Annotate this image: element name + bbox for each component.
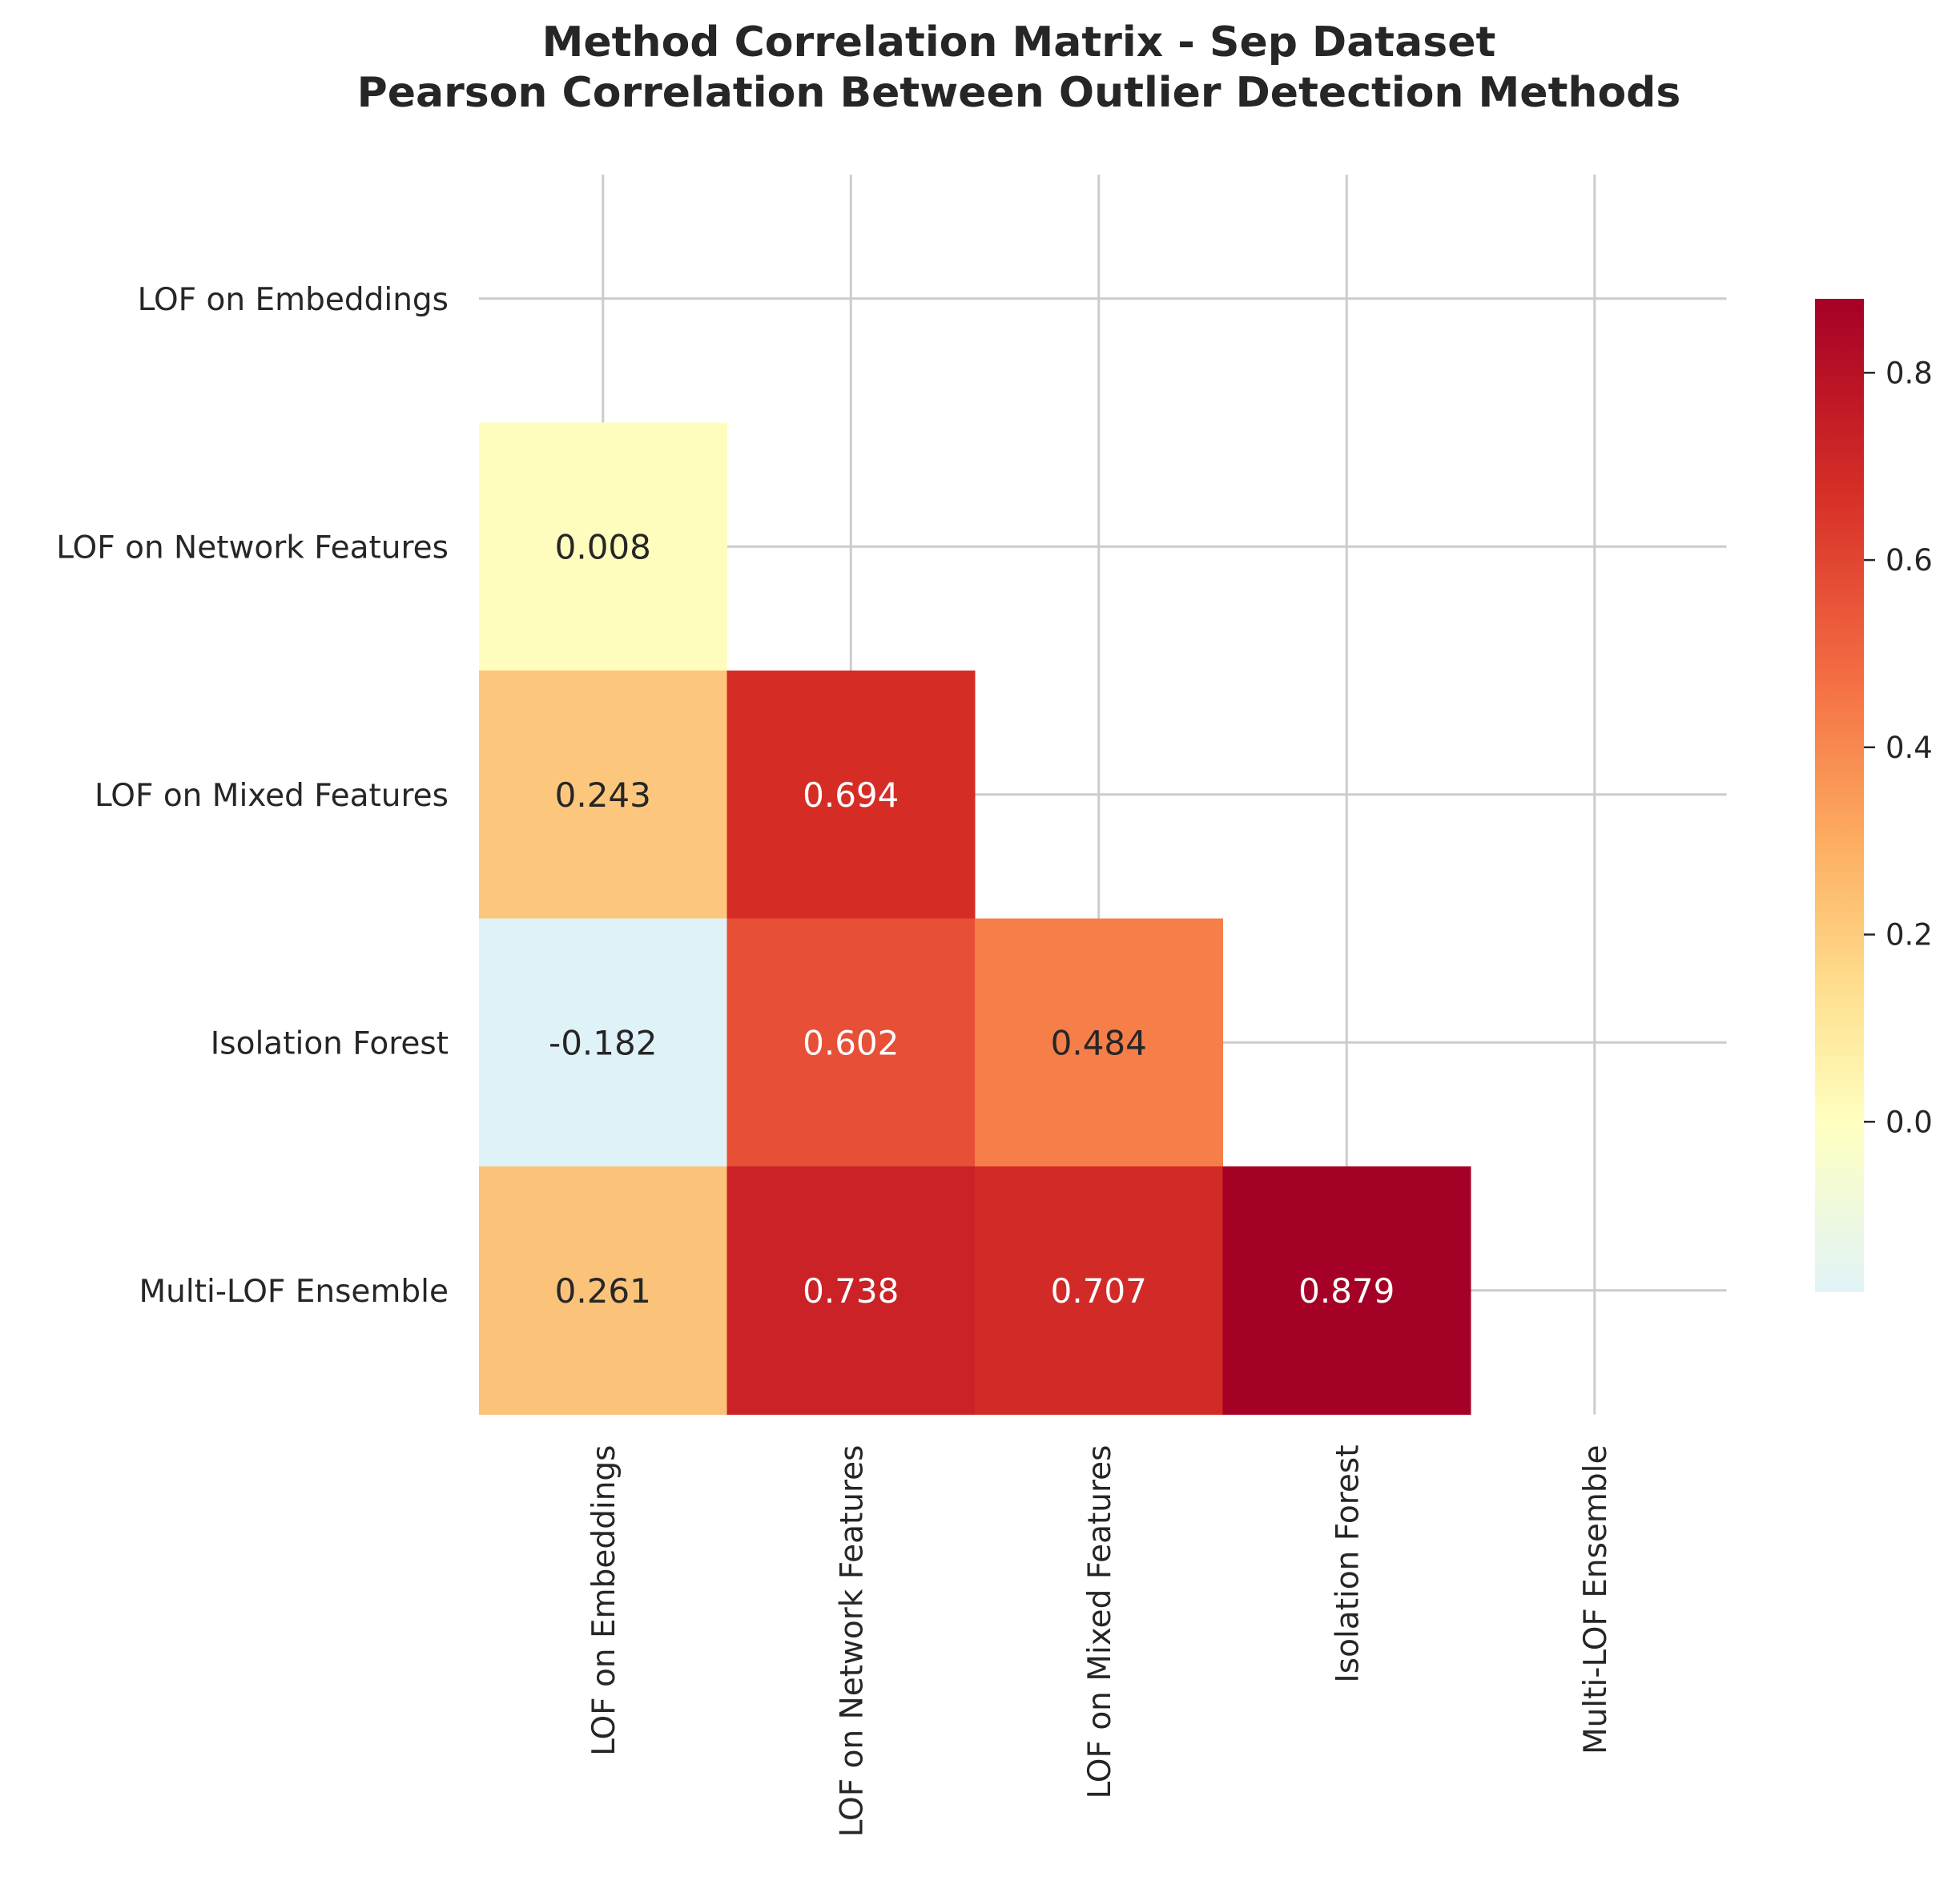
x-tick-label: Isolation Forest	[1330, 1445, 1366, 1683]
colorbar-tick-label: 0.2	[1886, 918, 1933, 953]
heatmap-cell-label: 0.879	[1298, 1271, 1395, 1311]
heatmap-cell	[726, 918, 976, 1167]
y-tick-label: LOF on Network Features	[56, 530, 449, 566]
heatmap-cell	[479, 918, 727, 1167]
heatmap-cells	[479, 422, 1471, 1415]
heatmap-cell	[479, 1166, 727, 1415]
heatmap-cell-label: 0.261	[555, 1271, 651, 1311]
heatmap-cell	[479, 671, 727, 919]
heatmap-cell-label: 0.738	[803, 1271, 899, 1311]
heatmap-cell	[726, 1166, 976, 1415]
x-tick-label: LOF on Network Features	[834, 1445, 870, 1838]
heatmap-cell	[1222, 1166, 1471, 1415]
heatmap-cell-label: -0.182	[549, 1023, 657, 1062]
colorbar-ticks: 0.0 0.2 0.4 0.6 0.8	[1864, 356, 1933, 1139]
x-tick-label: LOF on Embeddings	[586, 1445, 622, 1756]
y-tick-label: LOF on Mixed Features	[95, 778, 449, 814]
y-tick-label: Multi-LOF Ensemble	[139, 1274, 449, 1310]
x-axis-tick-labels: LOF on Embeddings LOF on Network Features…	[586, 1445, 1614, 1838]
x-tick-label: Multi-LOF Ensemble	[1578, 1445, 1614, 1755]
chart-subtitle: Pearson Correlation Between Outlier Dete…	[357, 69, 1681, 117]
heatmap-cell-label: 0.008	[555, 527, 651, 566]
colorbar-tick-label: 0.4	[1886, 731, 1933, 765]
heatmap-cell-label: 0.694	[803, 775, 899, 815]
heatmap-cell-labels: 0.008 0.243 0.694 -0.182 0.602 0.484 0.261 0.73…	[549, 527, 1395, 1311]
heatmap-cell-label: 0.243	[555, 775, 651, 815]
heatmap-cell	[726, 671, 976, 919]
y-axis-tick-labels: LOF on Embeddings LOF on Network Features…	[56, 282, 449, 1310]
colorbar-tick-label: 0.8	[1886, 356, 1933, 390]
y-tick-label: LOF on Embeddings	[138, 282, 449, 318]
heatmap-cell	[975, 918, 1223, 1167]
heatmap-cell	[975, 1166, 1223, 1415]
heatmap-cell	[479, 422, 727, 671]
colorbar-tick-label: 0.6	[1886, 543, 1933, 578]
y-tick-label: Isolation Forest	[211, 1025, 449, 1061]
chart-title: Method Correlation Matrix - Sep Dataset	[542, 18, 1496, 66]
heatmap-cell-label: 0.602	[803, 1023, 899, 1062]
colorbar-gradient	[1815, 299, 1864, 1292]
colorbar-tick-label: 0.0	[1886, 1105, 1933, 1139]
x-tick-label: LOF on Mixed Features	[1082, 1445, 1118, 1799]
heatmap-cell-label: 0.707	[1051, 1271, 1147, 1311]
heatmap-cell-label: 0.484	[1051, 1023, 1147, 1062]
colorbar: 0.0 0.2 0.4 0.6 0.8	[1815, 299, 1933, 1292]
